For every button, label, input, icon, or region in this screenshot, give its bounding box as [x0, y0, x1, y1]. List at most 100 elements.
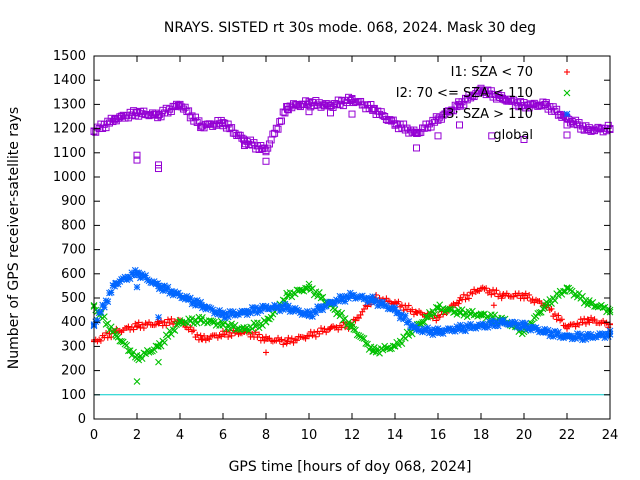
data-point-d2: [364, 340, 371, 348]
data-point-d2: [216, 307, 223, 314]
data-point-d2: [591, 303, 598, 310]
data-point-d2: [211, 318, 218, 326]
data-point: [465, 295, 472, 302]
data-point: [499, 292, 506, 299]
data-point: [450, 309, 457, 316]
data-point-d2: [140, 349, 148, 357]
data-point: [433, 317, 440, 324]
data-point: [155, 111, 162, 119]
data-point: [168, 315, 175, 322]
x-tick-label: 10: [301, 428, 318, 443]
data-point: [262, 318, 270, 326]
data-point: [348, 320, 356, 328]
data-point: [483, 285, 490, 292]
outlier-point: [134, 324, 140, 331]
data-point: [464, 292, 471, 299]
data-point-d2: [298, 287, 306, 294]
data-point: [225, 333, 232, 340]
data-point-d2: [152, 342, 160, 350]
data-point: [470, 311, 478, 319]
data-point: [272, 124, 280, 132]
data-point: [190, 327, 197, 334]
outlier-point: [327, 109, 334, 117]
data-point-d2: [176, 318, 184, 326]
data-point-d2: [284, 304, 291, 312]
data-point: [401, 312, 409, 320]
data-point: [281, 337, 288, 344]
data-point: [305, 283, 313, 291]
data-point: [348, 323, 356, 331]
outlier-point: [456, 121, 463, 129]
data-point-d2: [233, 326, 241, 333]
data-point-d2: [541, 325, 549, 333]
data-point-d2: [477, 310, 485, 318]
data-point-d2: [305, 311, 313, 319]
data-point: [280, 341, 287, 348]
outlier-point: [155, 161, 162, 169]
data-point: [434, 115, 442, 123]
data-point: [537, 308, 545, 316]
data-point-d2: [317, 294, 325, 302]
data-point: [484, 324, 492, 331]
data-point-d2: [262, 304, 270, 312]
data-point: [484, 312, 492, 320]
outlier-point: [563, 121, 571, 129]
data-point-d2: [231, 321, 239, 329]
data-point: [241, 137, 248, 145]
data-point: [147, 348, 155, 355]
data-point: [477, 86, 485, 94]
data-point: [298, 287, 306, 294]
data-point-d2: [434, 304, 442, 312]
data-point-d2: [150, 278, 158, 285]
data-point-d2: [469, 307, 476, 315]
y-tick-label: 500: [61, 291, 86, 306]
data-point-d2: [518, 319, 526, 327]
legend-item-3: global: [493, 128, 571, 143]
y-tick-label: 0: [78, 412, 86, 427]
data-point: [391, 343, 399, 350]
data-point-d2: [183, 319, 191, 327]
data-point-d2: [128, 351, 136, 359]
data-point-d2: [456, 324, 463, 332]
legend-label: I3: SZA > 110: [442, 107, 533, 122]
data-point-d2: [241, 326, 248, 333]
data-point: [494, 322, 502, 330]
data-point-d2: [383, 302, 390, 310]
data-point: [327, 102, 334, 110]
outlier-point: [133, 378, 141, 385]
data-point: [456, 297, 463, 304]
data-point: [435, 314, 441, 321]
data-point: [241, 326, 248, 333]
data-point: [264, 144, 272, 152]
data-point-d2: [338, 309, 346, 317]
data-point: [548, 305, 555, 312]
data-point-d2: [171, 327, 179, 334]
legend-marker: [563, 131, 571, 139]
data-point-d2: [168, 287, 175, 295]
legend-marker: [563, 89, 571, 97]
data-point: [107, 289, 115, 296]
series-layer: [90, 84, 614, 385]
data-point: [267, 136, 275, 144]
data-point: [327, 299, 334, 307]
data-point: [395, 298, 402, 305]
data-point: [456, 309, 463, 316]
data-point-d2: [563, 284, 571, 292]
x-tick-label: 22: [559, 428, 576, 443]
data-point: [499, 318, 506, 326]
data-point: [155, 320, 162, 327]
y-tick-label: 300: [61, 339, 86, 354]
data-point-d2: [573, 293, 581, 301]
data-point: [585, 299, 592, 307]
data-point-d2: [284, 292, 291, 299]
series-0-outliers: [134, 302, 497, 356]
data-point-d2: [312, 288, 320, 296]
data-point: [194, 331, 201, 338]
data-point-d2: [479, 311, 487, 318]
data-point: [576, 321, 583, 328]
data-point-d2: [138, 355, 146, 363]
data-point-d2: [255, 324, 263, 332]
data-point-d2: [164, 283, 172, 291]
y-tick-label: 400: [61, 315, 86, 330]
data-point: [498, 295, 505, 302]
